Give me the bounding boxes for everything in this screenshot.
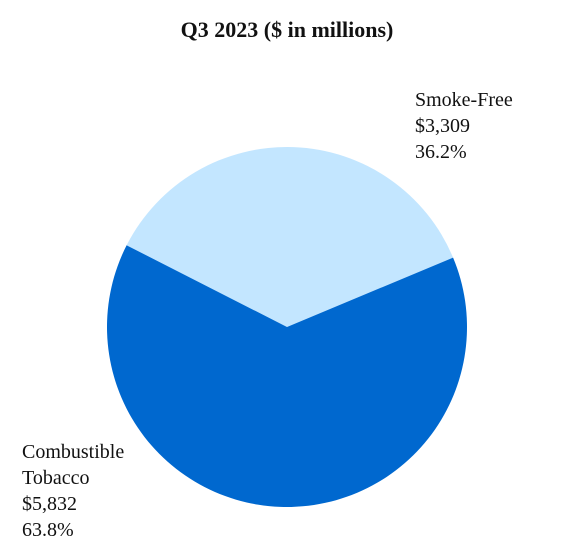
combustible-percent-label: 63.8% [22, 519, 74, 541]
smoke-free-slice [126, 146, 454, 327]
combustible-category-label-line-1: Combustible [22, 441, 125, 463]
smoke-free-value-label: $3,309 [415, 115, 470, 137]
smoke-free-label: Smoke-Free $3,309 36.2% [415, 87, 513, 165]
combustible-value-label: $5,832 [22, 493, 77, 515]
chart-title: Q3 2023 ($ in millions) [180, 17, 394, 42]
combustible-tobacco-slice [107, 245, 468, 507]
combustible-tobacco-label: Combustible Tobacco $5,832 63.8% [22, 439, 124, 543]
smoke-free-category-label: Smoke-Free [415, 89, 513, 111]
combustible-category-label-line-2: Tobacco [22, 467, 90, 489]
smoke-free-percent-label: 36.2% [415, 141, 467, 163]
